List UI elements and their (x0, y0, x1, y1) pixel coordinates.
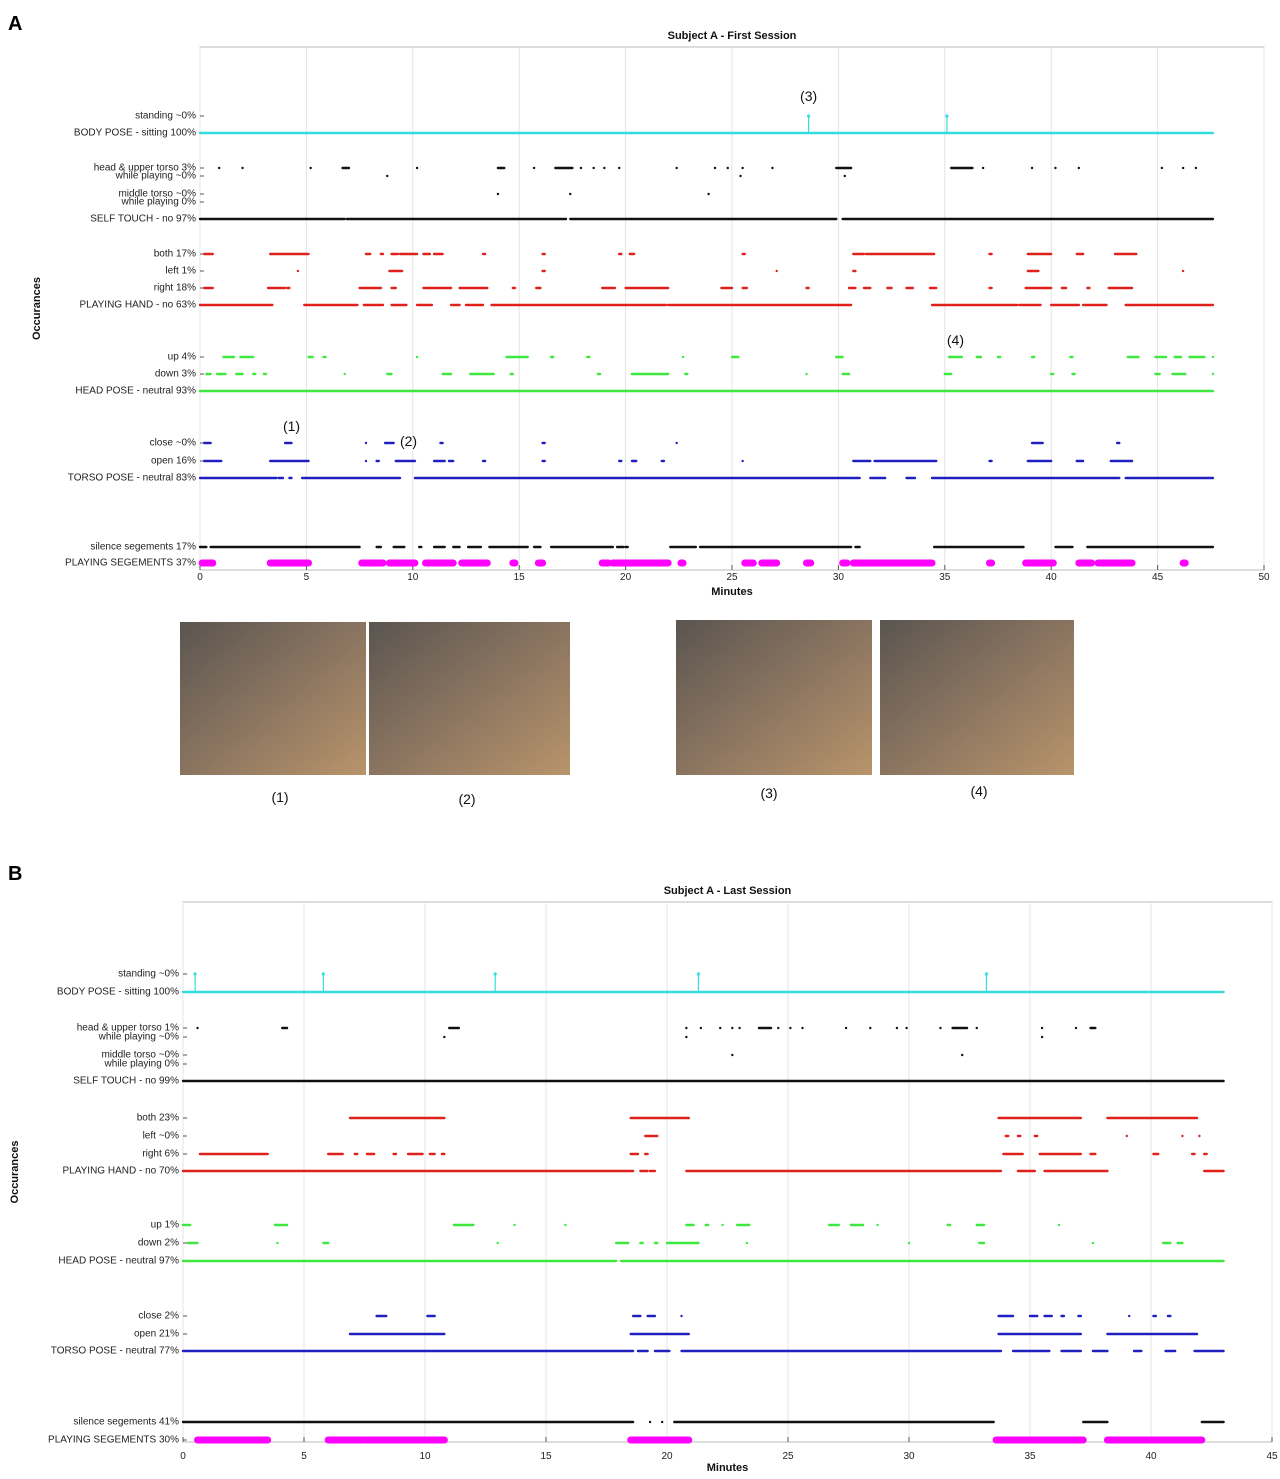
x-tick-label: 20 (620, 572, 632, 583)
x-tick-label: 30 (833, 572, 845, 583)
row-label: SELF TOUCH - no 99% (73, 1076, 179, 1087)
stem-head (807, 114, 810, 117)
panel-label: B (8, 863, 22, 885)
x-axis-label: Minutes (707, 1462, 749, 1474)
stem-head (494, 972, 497, 975)
row-label: BODY POSE - sitting 100% (74, 128, 196, 139)
x-tick-label: 15 (540, 1451, 552, 1462)
row-label: down 2% (138, 1238, 179, 1249)
row-label: standing ~0% (118, 969, 179, 980)
y-axis-label: Occurances (31, 277, 43, 340)
x-tick-label: 0 (197, 572, 203, 583)
y-axis-label: Occurances (9, 1141, 21, 1204)
row-label: PLAYING SEGEMENTS 37% (65, 558, 196, 569)
row-label: close 2% (138, 1311, 179, 1322)
stem-head (697, 972, 700, 975)
chart: 0 5 10 15 20 25 30 35 40 45 50 Subject A - First Se… (31, 30, 1270, 598)
row-label: right 18% (154, 283, 196, 294)
photo-label: (2) (458, 791, 475, 807)
photo (180, 622, 366, 775)
stem-head (985, 972, 988, 975)
x-tick-label: 5 (301, 1451, 307, 1462)
row-label: while playing 0% (121, 197, 197, 208)
row-label: open 21% (134, 1329, 179, 1340)
row-label: both 17% (154, 249, 196, 260)
photos: (1) (2) (3) (4) (180, 620, 1074, 807)
x-tick-label: 45 (1152, 572, 1164, 583)
row-label: right 6% (142, 1149, 179, 1160)
x-tick-label: 25 (726, 572, 738, 583)
row-label: left 1% (165, 266, 196, 277)
x-tick-label: 0 (180, 1451, 186, 1462)
row-label: silence segements 17% (90, 542, 196, 553)
row-label: down 3% (155, 369, 196, 380)
stem-head (945, 114, 948, 117)
row-label: HEAD POSE - neutral 93% (75, 386, 196, 397)
annotation: (4) (947, 332, 964, 348)
row-label: PLAYING HAND - no 63% (79, 300, 196, 311)
row-label: PLAYING SEGEMENTS 30% (48, 1435, 179, 1446)
row-label: silence segements 41% (73, 1417, 179, 1428)
row-label: while playing ~0% (115, 171, 196, 182)
row-label: while playing ~0% (98, 1032, 179, 1043)
photo (880, 620, 1074, 775)
row-label: close ~0% (150, 438, 197, 449)
row-label: up 1% (151, 1220, 179, 1231)
x-tick-label: 40 (1145, 1451, 1157, 1462)
photo (676, 620, 872, 775)
row-label: SELF TOUCH - no 97% (90, 214, 196, 225)
stem-head (194, 972, 197, 975)
row-label: both 23% (137, 1113, 179, 1124)
photo-label: (3) (760, 785, 777, 801)
row-label: left ~0% (143, 1131, 180, 1142)
row-label: PLAYING HAND - no 70% (62, 1166, 179, 1177)
row-label: BODY POSE - sitting 100% (57, 987, 179, 998)
row-label: TORSO POSE - neutral 77% (51, 1346, 179, 1357)
photo-label: (4) (970, 783, 987, 799)
annotation: (2) (400, 433, 417, 449)
stem-head (322, 972, 325, 975)
row-label: up 4% (168, 352, 196, 363)
row-label: open 16% (151, 456, 196, 467)
annotation: (3) (800, 88, 817, 104)
chart-title: Subject A - Last Session (664, 885, 792, 897)
row-label: standing ~0% (135, 111, 196, 122)
chart-title: Subject A - First Session (668, 30, 797, 42)
x-tick-label: 15 (514, 572, 526, 583)
annotation: (1) (283, 418, 300, 434)
x-tick-label: 35 (1024, 1451, 1036, 1462)
x-tick-label: 35 (939, 572, 951, 583)
row-label: while playing 0% (104, 1059, 180, 1070)
photo (369, 622, 570, 775)
x-tick-label: 25 (782, 1451, 794, 1462)
row-label: TORSO POSE - neutral 83% (68, 473, 196, 484)
x-tick-label: 10 (407, 572, 419, 583)
x-tick-label: 50 (1258, 572, 1270, 583)
row-label: HEAD POSE - neutral 97% (58, 1256, 179, 1267)
x-tick-label: 5 (304, 572, 310, 583)
x-tick-label: 40 (1046, 572, 1058, 583)
chart: 0 5 10 15 20 25 30 35 40 45 Subject A - Last Sessi… (9, 885, 1278, 1474)
x-tick-label: 30 (903, 1451, 915, 1462)
figure: A B (1) (2) (3) (4) 05101520253035404550… (0, 0, 1280, 1474)
x-tick-label: 45 (1266, 1451, 1278, 1462)
x-axis-label: Minutes (711, 586, 753, 598)
x-tick-label: 20 (661, 1451, 673, 1462)
x-tick-label: 10 (419, 1451, 431, 1462)
panel-label: A (8, 13, 22, 35)
photo-label: (1) (271, 789, 288, 805)
